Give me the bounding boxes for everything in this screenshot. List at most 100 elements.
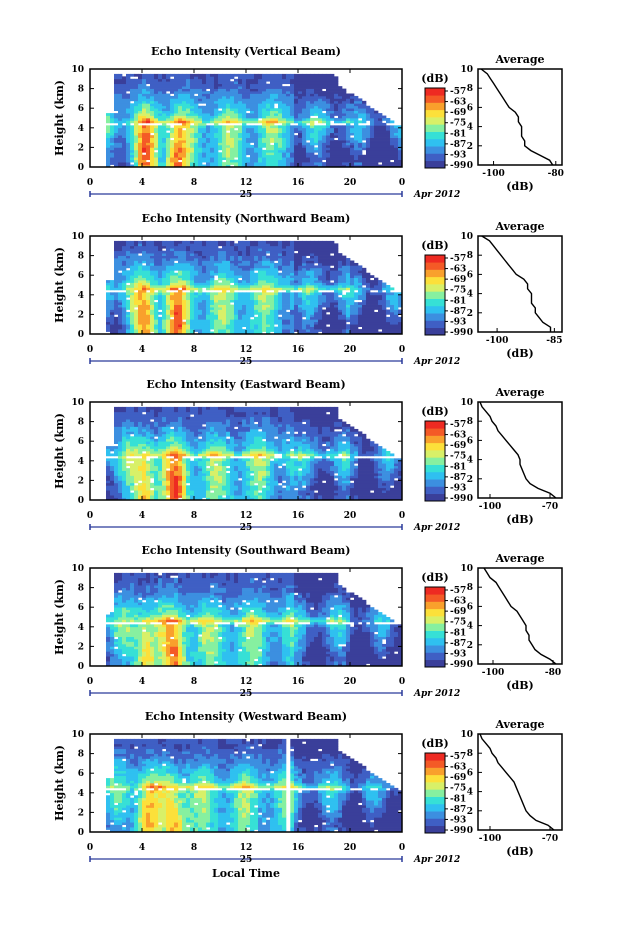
heatmap-cell <box>334 255 339 259</box>
heatmap-cell <box>138 240 143 244</box>
heatmap-cell <box>118 245 123 249</box>
heatmap-cell <box>230 86 235 89</box>
heatmap-cell <box>386 289 391 293</box>
heatmap-cell <box>222 93 227 97</box>
heatmap-cell <box>270 326 275 330</box>
heatmap-cell <box>110 311 115 315</box>
heatmap-cell <box>206 243 211 247</box>
heatmap-cell <box>286 162 291 165</box>
heatmap-cell <box>162 253 167 256</box>
heatmap-cell <box>130 125 135 129</box>
heatmap-cell <box>178 113 183 116</box>
heatmap-cell <box>278 253 283 256</box>
heatmap-cell <box>202 265 207 269</box>
heatmap-cell <box>134 164 139 168</box>
heatmap-cell <box>294 245 299 249</box>
heatmap-cell <box>122 140 127 143</box>
heatmap-cell <box>250 118 255 121</box>
heatmap-cell <box>186 144 191 148</box>
heatmap-cell <box>162 147 167 151</box>
heatmap-cell <box>298 270 303 274</box>
heatmap-cell <box>234 159 239 163</box>
heatmap-cell <box>314 159 319 163</box>
heatmap-cell <box>142 147 147 151</box>
heatmap-cell <box>186 275 191 278</box>
heatmap-cell <box>382 302 387 305</box>
heatmap-cell <box>258 95 263 99</box>
heatmap-cell <box>326 81 331 85</box>
heatmap-cell <box>374 162 379 165</box>
heatmap-cell <box>334 113 339 116</box>
heatmap-cell <box>206 265 211 269</box>
heatmap-cell <box>186 307 191 310</box>
heatmap-cell <box>162 144 167 148</box>
heatmap-cell <box>186 95 191 99</box>
heatmap-cell <box>294 267 299 271</box>
heatmap-cell <box>154 130 159 134</box>
heatmap-cell <box>266 159 271 163</box>
heatmap-cell <box>114 299 119 303</box>
heatmap-cell <box>142 253 147 256</box>
heatmap-cell <box>250 270 255 274</box>
y-tick-label: 4 <box>78 124 84 134</box>
heatmap-cell <box>258 258 263 261</box>
heatmap-cell <box>190 240 195 244</box>
heatmap-cell <box>346 127 351 131</box>
heatmap-cell <box>154 267 159 271</box>
heatmap-cell <box>254 162 259 165</box>
heatmap-cell <box>326 125 331 129</box>
heatmap-cell <box>122 159 127 163</box>
heatmap-cell <box>326 294 331 298</box>
colorbar-swatch <box>425 131 445 140</box>
heatmap-cell <box>346 115 351 119</box>
heatmap-cell <box>162 142 167 146</box>
heatmap-cell <box>354 113 359 116</box>
heatmap-cell <box>130 248 135 252</box>
heatmap-cell <box>390 287 395 291</box>
heatmap-cell <box>334 149 339 153</box>
heatmap-cell <box>362 297 367 301</box>
heatmap-cell <box>238 149 243 153</box>
heatmap-cell <box>286 130 291 134</box>
heatmap-cell <box>142 73 147 77</box>
heatmap-cell <box>182 98 187 102</box>
heatmap-cell <box>398 135 403 138</box>
heatmap-cell <box>290 118 295 121</box>
heatmap-cell <box>282 265 287 269</box>
heatmap-cell <box>146 86 151 89</box>
heatmap-cell <box>362 314 367 318</box>
panel-title: Echo Intensity (Vertical Beam) <box>151 45 341 58</box>
heatmap-cell <box>342 316 347 320</box>
heatmap-cell <box>242 255 247 259</box>
heatmap-cell <box>310 331 315 335</box>
heatmap-cell <box>354 329 359 332</box>
heatmap-cell <box>242 91 247 94</box>
heatmap-cell <box>330 157 335 160</box>
heatmap-cell <box>206 147 211 151</box>
heatmap-cell <box>174 255 179 259</box>
heatmap-cell <box>258 262 263 266</box>
heatmap-cell <box>126 120 131 124</box>
heatmap-cell <box>206 142 211 146</box>
heatmap-cell <box>194 83 199 87</box>
heatmap-cell <box>142 280 147 283</box>
heatmap-cell <box>170 108 175 111</box>
heatmap-cell <box>154 105 159 109</box>
heatmap-cell <box>110 152 115 156</box>
heatmap-cell <box>206 316 211 320</box>
heatmap-cell <box>254 135 259 138</box>
heatmap-cell <box>302 321 307 325</box>
heatmap-cell <box>286 240 291 244</box>
heatmap-cell <box>238 98 243 102</box>
heatmap-cell <box>262 120 267 124</box>
heatmap-cell <box>254 132 259 136</box>
heatmap-cell <box>266 304 271 308</box>
heatmap-cell <box>190 307 195 310</box>
heatmap-cell <box>330 93 335 97</box>
heatmap-cell <box>378 331 383 335</box>
heatmap-cell <box>170 331 175 335</box>
heatmap-cell <box>326 88 331 92</box>
heatmap-cell <box>290 108 295 111</box>
heatmap-cell <box>222 98 227 102</box>
heatmap-cell <box>150 108 155 111</box>
